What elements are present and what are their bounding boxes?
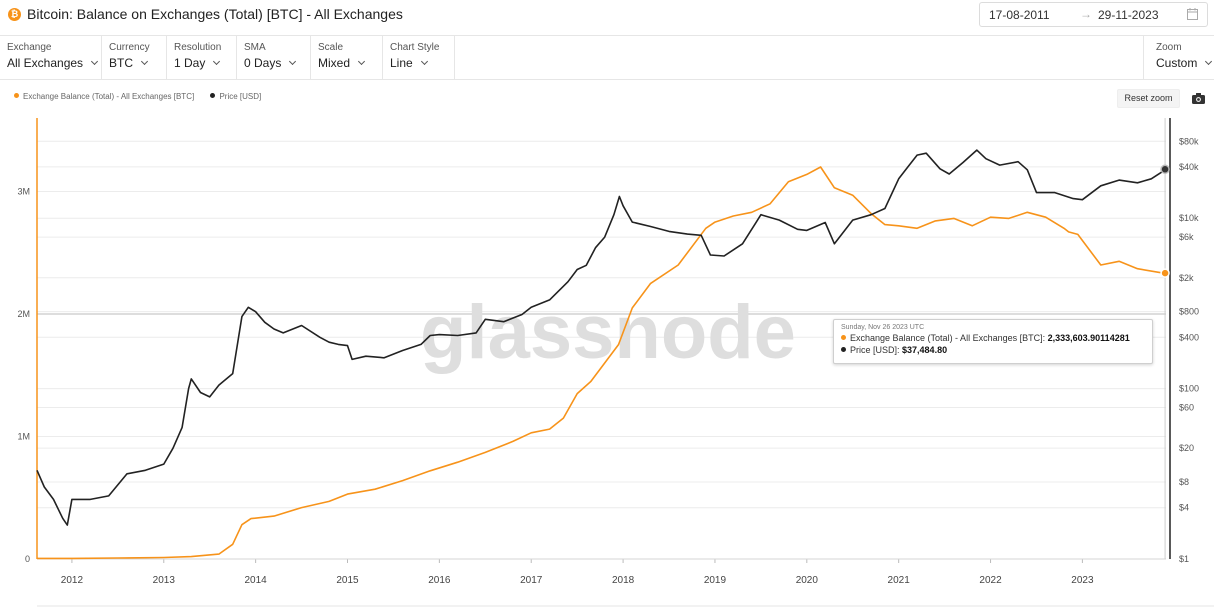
legend-dot-price bbox=[210, 93, 216, 98]
tooltip-dot-balance bbox=[841, 335, 846, 340]
chart-controls: Exchange All Exchanges Currency BTC Reso… bbox=[0, 36, 1214, 80]
scale-label: Scale bbox=[318, 42, 344, 53]
legend-label-price: Price [USD] bbox=[219, 92, 262, 101]
y-right-tick-label: $1 bbox=[1179, 554, 1189, 564]
tooltip-date: Sunday, Nov 26 2023 UTC bbox=[841, 324, 925, 331]
y-left-tick-label: 3M bbox=[17, 187, 30, 197]
tooltip-price-label: Price [USD]: bbox=[850, 345, 900, 355]
y-right-tick-label: $400 bbox=[1179, 332, 1199, 342]
legend-dot-balance bbox=[14, 93, 19, 98]
y-right-tick-label: $80k bbox=[1179, 136, 1199, 146]
y-right-tick-label: $20 bbox=[1179, 443, 1194, 453]
exchange-value: All Exchanges bbox=[7, 56, 84, 70]
y-left-tick-label: 1M bbox=[17, 432, 30, 442]
tooltip-dot-price bbox=[841, 347, 846, 352]
price-series-line bbox=[36, 149, 1167, 526]
chevron-down-icon bbox=[289, 57, 297, 66]
legend-label-balance: Exchange Balance (Total) - All Exchanges… bbox=[23, 92, 195, 101]
grid-lines bbox=[37, 140, 1166, 560]
currency-value: BTC bbox=[109, 56, 133, 70]
chevron-down-icon bbox=[357, 57, 366, 66]
sma-label: SMA bbox=[244, 42, 266, 53]
y-right-tick-label: $6k bbox=[1179, 232, 1194, 242]
y-right-tick-label: $2k bbox=[1179, 273, 1194, 283]
y-right-tick-label: $60 bbox=[1179, 403, 1194, 413]
y-right-tick-label: $100 bbox=[1179, 384, 1199, 394]
currency-label: Currency bbox=[109, 42, 150, 53]
sma-dropdown[interactable]: SMA 0 Days bbox=[237, 36, 311, 79]
hover-point-balance bbox=[1160, 268, 1170, 278]
sma-value: 0 Days bbox=[244, 56, 282, 70]
header-bar: ₿ Bitcoin: Balance on Exchanges (Total) … bbox=[0, 0, 1214, 36]
x-tick-label: 2014 bbox=[245, 575, 268, 586]
tooltip-balance-row: Exchange Balance (Total) - All Exchanges… bbox=[841, 333, 1152, 343]
hover-layer bbox=[1160, 118, 1170, 559]
chart-legend: Exchange Balance (Total) - All Exchanges… bbox=[14, 92, 275, 101]
balance-series-line bbox=[37, 166, 1167, 560]
chart-style-value: Line bbox=[390, 56, 413, 70]
reset-zoom-button[interactable]: Reset zoom bbox=[1117, 89, 1180, 108]
x-tick-label: 2017 bbox=[520, 575, 543, 586]
date-range-picker[interactable]: 17-08-2011 → 29-11-2023 bbox=[979, 2, 1208, 27]
camera-icon[interactable] bbox=[1192, 93, 1205, 104]
axes: $1 $4 $8 $20 $60 $100 $400 $800 $2k $6k $10k $40k $8… bbox=[17, 118, 1214, 607]
x-tick-label: 2022 bbox=[979, 575, 1002, 586]
tooltip-price-value: $37,484.80 bbox=[902, 345, 948, 355]
x-tick-label: 2015 bbox=[336, 575, 359, 586]
resolution-label: Resolution bbox=[174, 42, 222, 53]
hover-point-price bbox=[1160, 164, 1170, 175]
y-right-tick-label: $40k bbox=[1179, 162, 1199, 172]
x-tick-label: 2013 bbox=[153, 575, 176, 586]
chart-style-dropdown[interactable]: Chart Style Line bbox=[383, 36, 455, 79]
bitcoin-icon: ₿ bbox=[8, 8, 21, 21]
tooltip-price-row: Price [USD]: $37,484.80 bbox=[841, 345, 1152, 355]
resolution-value: 1 Day bbox=[174, 56, 206, 70]
x-tick-label: 2012 bbox=[61, 575, 84, 586]
exchange-dropdown[interactable]: Exchange All Exchanges bbox=[0, 36, 102, 79]
x-tick-label: 2021 bbox=[888, 575, 911, 586]
scale-dropdown[interactable]: Scale Mixed bbox=[311, 36, 383, 79]
zoom-value: Custom bbox=[1156, 56, 1198, 70]
chevron-down-icon bbox=[140, 57, 149, 66]
x-tick-label: 2016 bbox=[428, 575, 451, 586]
x-tick-label: 2020 bbox=[796, 575, 819, 586]
chart-area[interactable]: glassnode $1 $4 $8 $20 $60 $100 $400 $800 $2k $6k… bbox=[0, 110, 1214, 607]
resolution-dropdown[interactable]: Resolution 1 Day bbox=[167, 36, 237, 79]
legend-item-balance[interactable]: Exchange Balance (Total) - All Exchanges… bbox=[14, 92, 194, 101]
x-tick-label: 2018 bbox=[612, 575, 635, 586]
y-right-tick-label: $10k bbox=[1179, 213, 1199, 223]
currency-dropdown[interactable]: Currency BTC bbox=[102, 36, 167, 79]
x-tick-label: 2019 bbox=[704, 575, 727, 586]
y-left-tick-label: 0 bbox=[25, 554, 30, 564]
y-left-tick-label: 2M bbox=[17, 309, 30, 319]
tooltip-balance-label: Exchange Balance (Total) - All Exchanges… bbox=[850, 333, 1046, 343]
x-tick-label: 2023 bbox=[1071, 575, 1094, 586]
chevron-down-icon bbox=[91, 57, 99, 66]
date-end-field[interactable]: 29-11-2023 bbox=[1098, 8, 1159, 22]
scale-value: Mixed bbox=[318, 56, 351, 70]
date-start-field[interactable]: 17-08-2011 bbox=[989, 8, 1050, 22]
exchange-label: Exchange bbox=[7, 42, 52, 53]
y-right-tick-label: $800 bbox=[1179, 307, 1199, 317]
page-title: Bitcoin: Balance on Exchanges (Total) [B… bbox=[27, 6, 403, 22]
zoom-label: Zoom bbox=[1156, 42, 1182, 53]
chevron-down-icon bbox=[420, 57, 428, 66]
tooltip-balance-value: 2,333,603.90114281 bbox=[1047, 333, 1130, 343]
watermark: glassnode bbox=[420, 290, 796, 375]
chevron-down-icon bbox=[1205, 57, 1213, 66]
legend-item-price[interactable]: Price [USD] bbox=[210, 92, 261, 101]
calendar-icon[interactable] bbox=[1187, 8, 1198, 20]
arrow-right-icon: → bbox=[1080, 7, 1092, 21]
zoom-dropdown[interactable]: Zoom Custom bbox=[1143, 36, 1214, 79]
chart-style-label: Chart Style bbox=[390, 42, 440, 53]
chart-tooltip: Sunday, Nov 26 2023 UTC Exchange Balance… bbox=[833, 319, 1153, 364]
y-right-tick-label: $4 bbox=[1179, 503, 1189, 513]
series-layer bbox=[36, 149, 1167, 560]
y-right-tick-label: $8 bbox=[1179, 477, 1189, 487]
chevron-down-icon bbox=[213, 57, 221, 66]
